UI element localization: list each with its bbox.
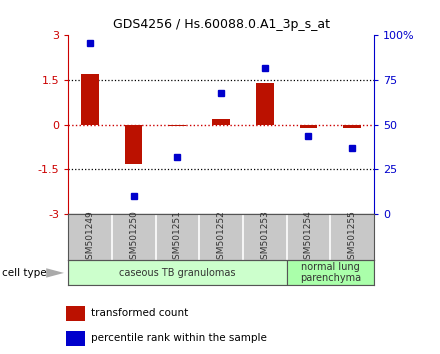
Text: GSM501252: GSM501252 <box>216 210 226 264</box>
Bar <box>169 125 186 126</box>
Text: GSM501255: GSM501255 <box>348 210 357 265</box>
Bar <box>256 83 274 125</box>
Text: transformed count: transformed count <box>91 308 188 318</box>
Bar <box>300 125 317 128</box>
Bar <box>125 125 143 164</box>
Text: cell type: cell type <box>2 268 47 278</box>
Text: normal lung
parenchyma: normal lung parenchyma <box>300 262 361 284</box>
Text: caseous TB granulomas: caseous TB granulomas <box>119 268 236 278</box>
Text: percentile rank within the sample: percentile rank within the sample <box>91 333 267 343</box>
Text: GSM501251: GSM501251 <box>173 210 182 265</box>
Bar <box>344 125 361 128</box>
Bar <box>66 306 85 321</box>
Bar <box>66 331 85 346</box>
Text: GSM501249: GSM501249 <box>85 210 95 264</box>
Bar <box>286 260 374 285</box>
Bar <box>213 119 230 125</box>
Bar <box>81 74 99 125</box>
Text: GSM501250: GSM501250 <box>129 210 138 265</box>
Text: GSM501253: GSM501253 <box>260 210 269 265</box>
Bar <box>68 260 286 285</box>
Polygon shape <box>46 268 64 278</box>
Text: GSM501254: GSM501254 <box>304 210 313 264</box>
Title: GDS4256 / Hs.60088.0.A1_3p_s_at: GDS4256 / Hs.60088.0.A1_3p_s_at <box>113 18 330 32</box>
